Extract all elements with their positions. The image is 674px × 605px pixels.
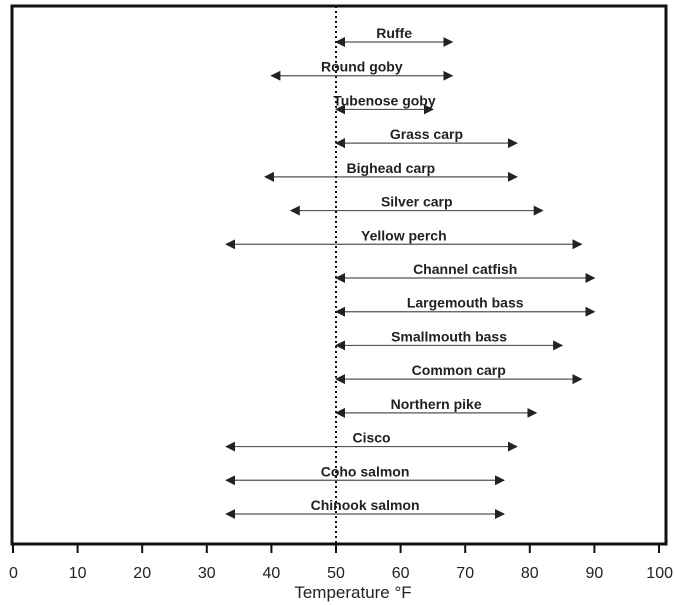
x-axis-title: Temperature °F [294,583,411,602]
species-label: Smallmouth bass [391,328,507,344]
species-labels: Ruffe Round goby Tubenose goby Grass carp Bi… [311,25,524,513]
x-tick-label: 10 [69,565,87,582]
species-label: Cisco [352,430,390,446]
species-label: Round goby [321,59,403,75]
x-tick-label: 40 [263,565,281,582]
x-tick-label: 0 [9,565,18,582]
x-tick-label: 80 [521,565,539,582]
x-tick-label: 20 [133,565,151,582]
species-label: Chinook salmon [311,497,420,513]
x-tick-label: 90 [586,565,604,582]
species-label: Largemouth bass [407,295,524,311]
species-label: Common carp [412,362,506,378]
species-label: Northern pike [391,396,482,412]
species-label: Coho salmon [321,463,410,479]
species-label: Bighead carp [347,160,436,176]
range-arrows [225,37,596,519]
plot-frame [10,4,668,546]
x-tick-label: 60 [392,565,410,582]
x-tick-label: 30 [198,565,216,582]
species-label: Yellow perch [361,227,447,243]
species-label: Grass carp [390,126,463,142]
species-label: Channel catfish [413,261,517,277]
x-tick-label: 50 [327,565,345,582]
x-axis-ticks: 0 10 20 30 40 50 60 70 80 90 100 [9,544,673,582]
x-tick-label: 70 [456,565,474,582]
species-label: Tubenose goby [333,92,436,108]
x-tick-label: 100 [646,565,673,582]
species-label: Ruffe [376,25,412,41]
species-label: Silver carp [381,194,453,210]
